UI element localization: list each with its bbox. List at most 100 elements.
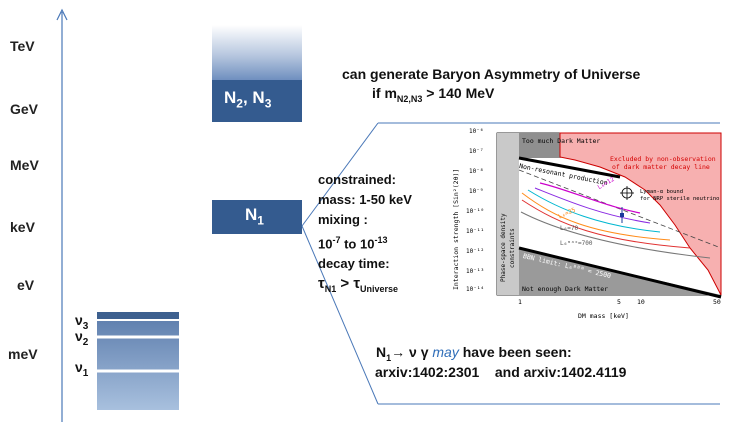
constraints-mixing: mixing : [318, 212, 368, 227]
plot-phase-1: Phase-space density [500, 213, 507, 282]
n1-label: N1 [245, 205, 264, 227]
n23-sep: , N [242, 88, 265, 107]
curve-red [521, 199, 691, 249]
n2-symbol: N [224, 88, 237, 107]
decay-line-1: N1→ ν γ may have been seen: [376, 344, 572, 363]
curve-magenta [539, 182, 641, 214]
tau-n1-sub: N1 [324, 284, 337, 295]
n1-symbol: N [245, 205, 258, 224]
baryon-line-2: if mN2,N3 > 140 MeV [372, 85, 494, 104]
sterile-neutrino-plot [496, 132, 722, 299]
curve-violet [534, 187, 651, 224]
decay-arrow: → [391, 344, 406, 360]
nu2-sub: 2 [82, 336, 89, 348]
n1-sub: 1 [257, 213, 264, 228]
zoom-line-top [301, 122, 379, 227]
neutrino-top-band [97, 312, 179, 319]
mix-to: to 10 [340, 236, 375, 252]
n1-box [212, 200, 302, 234]
plot-ytick-3: 10⁻⁸ [469, 168, 484, 175]
baryon-line-1: can generate Baryon Asymmetry of Univers… [342, 66, 641, 82]
plot-ytick-9: 10⁻¹⁴ [466, 286, 485, 293]
constraints-block: constrained: mass: 1-50 keV mixing : 10-… [318, 170, 412, 299]
phase-space-region [497, 133, 519, 295]
plot-ytick-5: 10⁻¹⁰ [466, 208, 485, 215]
plot-lyman-2: for NRP sterile neutrino [640, 196, 720, 202]
energy-axis-arrowhead [56, 8, 68, 21]
plot-phase-2: constraints [509, 228, 516, 268]
decay-may: may [432, 344, 459, 360]
dashed-diagonal [518, 169, 722, 249]
plot-curve-label-70: L₆=70 [560, 225, 579, 232]
nu3-label: ν3 [75, 312, 88, 332]
tau-n1: τ [318, 275, 325, 293]
bbn-limit-line [518, 246, 722, 299]
constraints-tau: τN1 > τUniverse [318, 274, 412, 299]
tau-univ: τ [353, 275, 361, 293]
plot-phase-space: Phase-space density [500, 213, 507, 282]
data-point [620, 213, 624, 217]
constraints-mass: mass: 1-50 keV [318, 192, 412, 207]
decay-n: N [376, 344, 387, 360]
nu1-label: ν1 [75, 359, 88, 379]
nu3-symbol: ν [75, 312, 83, 328]
tau-univ-sub: Universe [360, 284, 399, 295]
constraints-title: constrained: [318, 172, 397, 187]
plot-ylabel: Interaction strength [Sin²(2θ)] [452, 168, 460, 290]
plot-not-enough-dm: Not enough Dark Matter [522, 285, 609, 293]
nu1-symbol: ν [75, 359, 83, 375]
curve-orange [521, 192, 671, 241]
neutrino-stack [97, 312, 179, 410]
mix-base1: 10 [318, 236, 333, 252]
nu2-label: ν2 [75, 328, 88, 348]
plot-ytick-1: 10⁻⁶ [469, 128, 484, 135]
nu2-symbol: ν [75, 328, 83, 344]
tau-gt: > [336, 275, 354, 293]
plot-xtick-5: 5 [617, 298, 621, 306]
scale-label-gev: GeV [10, 101, 39, 117]
plot-xlabel: DM mass [keV] [578, 312, 629, 320]
scale-label-ev: eV [17, 277, 35, 293]
plot-ytick-6: 10⁻¹¹ [466, 228, 485, 235]
mix-exp1: -7 [332, 235, 341, 245]
n23-top-fade [212, 25, 302, 80]
plot-ytick-7: 10⁻¹² [466, 248, 485, 255]
scale-label-kev: keV [10, 219, 35, 235]
baryon-value: > 140 MeV [422, 85, 495, 101]
n23-box [212, 80, 302, 122]
plot-excluded-1: Excluded by non-observation [610, 155, 716, 163]
decay-seen: have been seen: [458, 344, 572, 360]
scale-label-mev: MeV [10, 157, 39, 173]
plot-lyman-1: Lyman-α bound [640, 189, 684, 195]
plot-ytick-4: 10⁻⁹ [469, 188, 484, 195]
nu3-sub: 3 [82, 320, 89, 332]
baryon-sub: N2,N3 [396, 93, 423, 104]
scale-label-mev-milli: meV [8, 346, 38, 362]
mix-exp2: -13 [374, 235, 388, 245]
curve-gray [520, 211, 711, 259]
plot-phase-space-2: constraints [509, 228, 516, 268]
zoom-line-bottom [301, 225, 379, 405]
plot-xtick-10: 10 [637, 298, 645, 306]
nu1-sub: 1 [82, 367, 89, 379]
plot-ytick-8: 10⁻¹³ [466, 268, 485, 275]
decay-products: ν γ [405, 344, 433, 360]
plot-ytick-2: 10⁻⁷ [469, 148, 484, 155]
plot-xtick-1: 1 [518, 298, 522, 306]
n23-label: N2, N3 [224, 88, 271, 110]
curve-cyan [527, 189, 661, 233]
plot-xtick-50: 50 [713, 298, 721, 306]
plot-excluded-2: of dark matter decay line [612, 163, 710, 171]
constraints-mixing-range: 10-7 to 10-13 [318, 230, 412, 254]
baryon-if: if m [372, 85, 397, 101]
decay-line-2: arxiv:1402:2301 and arxiv:1402.4119 [375, 364, 627, 380]
scale-label-tev: TeV [10, 38, 35, 54]
n2-sub: 2 [236, 96, 243, 111]
n3-sub: 3 [264, 96, 272, 111]
nonresonant-line [518, 156, 621, 179]
decay-n-sub: 1 [386, 352, 392, 363]
plot-too-much-dm: Too much Dark Matter [522, 137, 601, 145]
plot-curve-label-700: L₆ᵐᵃˣ=700 [560, 240, 593, 247]
constraints-decay: decay time: [318, 256, 390, 272]
